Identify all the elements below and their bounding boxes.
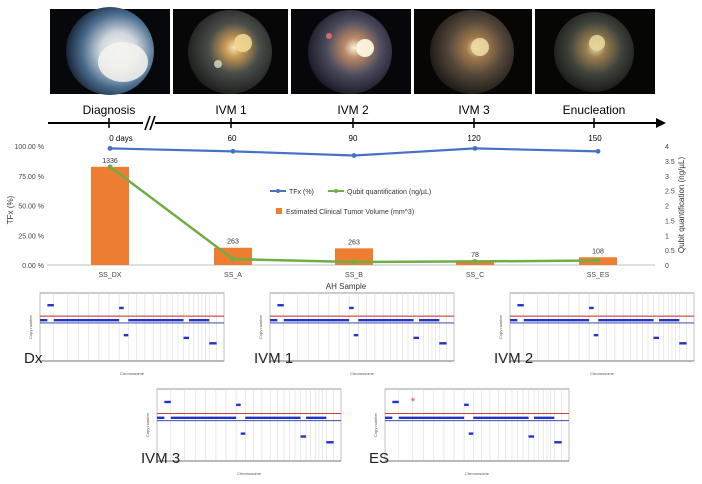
cn-plot-frame [509,292,695,362]
stage-label-ivm1: IVM 1 [215,103,247,117]
y2-tick-label: 0 [665,263,669,270]
x-tick-label: SS_B [345,272,363,279]
x-tick-label: SS_A [224,272,242,279]
fundus-photos [50,7,655,95]
y2-tick-label: 3 [665,174,669,181]
cn-x-axis-title: Chromosome [465,471,490,476]
legend-label-qubit: Qubit quantification (ng/µL) [347,189,431,196]
timeline-arrowhead [656,118,666,128]
cn-plot-frame [156,388,342,462]
y2-tick-label: 4 [665,144,669,151]
fundus-photo-enucleation [535,9,655,94]
bar-data-label: 108 [592,248,604,255]
cn-asterisk-marker: * [411,396,416,408]
tfx-point [107,145,113,151]
y-tick-label: 50.00 % [18,204,44,211]
y2-tick-label: 1 [665,233,669,240]
legend-marker-tfx [276,189,280,193]
y-tick-label: 0.00 % [22,263,44,270]
bar-data-label: 1336 [102,158,118,165]
day-label: 60 [228,134,237,143]
cn-y-axis-title: Copy number [28,314,33,339]
stage-label-ivm2: IVM 2 [337,103,369,117]
legend-label-tfx: TFx (%) [289,189,314,196]
cn-panel-label: IVM 2 [494,350,533,367]
y-axis-title: TFx (%) [6,195,15,224]
cn-panel-4: Chromosome Copy number IVM 3 [141,388,342,476]
cn-panel-3: Chromosome Copy number IVM 2 [494,292,695,376]
legend: TFx (%) Qubit quantification (ng/µL) Est… [270,189,431,216]
qubit-point [351,259,357,265]
cn-y-axis-title: Copy number [373,412,378,437]
cn-panel-1: Chromosome Copy number Dx [24,292,225,376]
cn-y-axis-title: Copy number [498,314,503,339]
timeline-break-mark [144,115,151,131]
y2-tick-label: 3.5 [665,159,675,166]
y2-tick-label: 1.5 [665,218,675,225]
tfx-point [351,153,357,158]
cn-panel-2: Chromosome Copy number IVM 1 [254,292,455,376]
y-tick-label: 100.00 % [14,144,44,151]
cn-x-axis-title: Chromosome [590,371,615,376]
copy-number-panels: Chromosome Copy number Dx Chromosome Copy nu… [24,292,695,476]
bar-data-label: 263 [227,239,239,246]
qubit-point [230,256,236,262]
cn-panel-label: IVM 1 [254,350,293,367]
cn-x-axis-title: Chromosome [120,371,145,376]
qubit-point [107,164,113,170]
y-tick-label: 25.00 % [18,233,44,240]
qubit-point [472,259,478,264]
x-tick-label: SS_DX [99,272,122,279]
volume-bar [91,166,129,265]
cn-panel-label: Dx [24,350,43,367]
cn-y-axis-title: Copy number [145,412,150,437]
y2-tick-label: 2 [665,204,669,211]
cn-x-axis-title: Chromosome [350,371,375,376]
stage-label-diagnosis: Diagnosis [83,103,136,117]
day-label: 0 days [109,134,133,143]
day-label: 120 [467,134,481,143]
timeline: Diagnosis IVM 1 IVM 2 IVM 3 Enucleation … [48,103,666,143]
cn-y-axis-title: Copy number [258,314,263,339]
y2-tick-label: 0.5 [665,248,675,255]
x-tick-label: SS_C [466,272,484,279]
bar-data-label: 78 [471,252,479,259]
x-axis-title: AH Sample [326,282,367,291]
day-label: 90 [349,134,358,143]
qubit-point [595,258,601,263]
legend-marker-qubit [334,189,338,193]
combo-chart: 1336 263 263 78 108 0.00 % 25.00 % 50.00 % 75.0… [6,144,686,291]
stage-label-ivm3: IVM 3 [458,103,490,117]
fundus-photo-ivm3 [414,9,532,94]
day-label: 150 [588,134,602,143]
cn-panel-5: Chromosome Copy number ES * [369,388,570,476]
x-tick-label: SS_ES [587,272,610,279]
y2-tick-label: 2.5 [665,189,675,196]
cn-plot-frame [269,292,455,362]
cn-x-axis-title: Chromosome [237,471,262,476]
legend-label-volume: Estimated Clinical Tumor Volume (mm^3) [286,209,414,216]
bar-data-label: 263 [348,239,360,246]
stage-label-enucleation: Enucleation [563,103,626,117]
fundus-photo-ivm1 [173,9,288,94]
cn-panel-label: ES [369,450,389,467]
fundus-photo-ivm2 [291,9,411,94]
legend-swatch-volume [276,208,282,214]
fundus-photo-diagnosis [50,7,170,95]
y-tick-label: 75.00 % [18,174,44,181]
tfx-point [595,148,601,154]
tfx-point [472,145,478,151]
timeline-break-mark [149,115,156,131]
y2-axis-title: Qubit quantification (ng/µL) [677,157,686,254]
cn-panel-label: IVM 3 [141,450,180,467]
tfx-point [230,148,236,154]
